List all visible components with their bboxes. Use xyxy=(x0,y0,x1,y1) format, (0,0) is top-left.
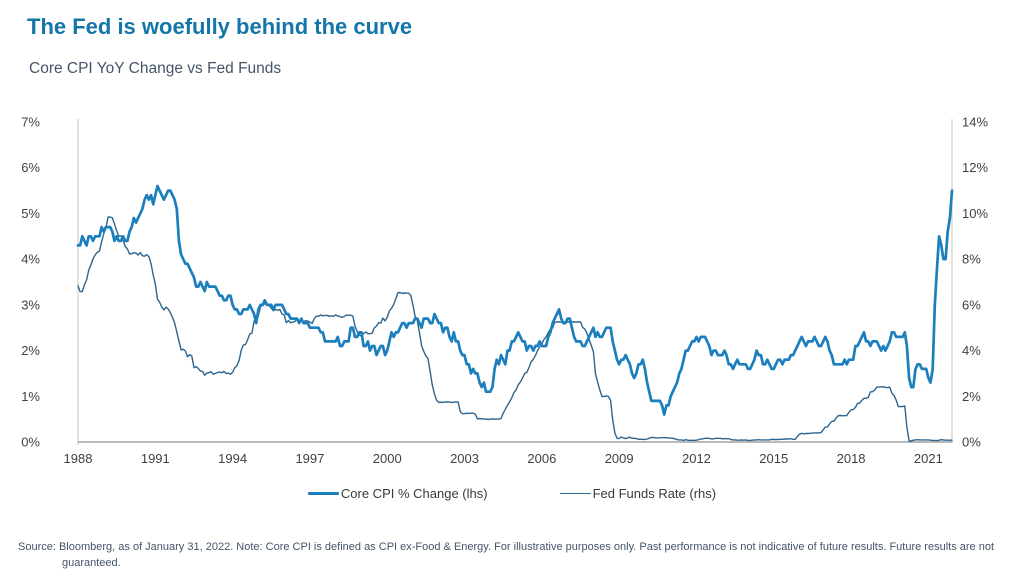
y-axis-right-tick-label: 6% xyxy=(962,297,981,312)
y-axis-right-tick-label: 4% xyxy=(962,343,981,358)
x-axis-tick-label: 1994 xyxy=(218,451,247,466)
legend-item-core-cpi: Core CPI % Change (lhs) xyxy=(307,486,488,501)
x-axis-tick-label: 2018 xyxy=(837,451,866,466)
y-axis-right-tick-label: 10% xyxy=(962,206,988,221)
fed-funds-line-swatch xyxy=(559,492,591,495)
legend-item-fed-funds: Fed Funds Rate (rhs) xyxy=(559,486,717,501)
x-axis-tick-label: 2006 xyxy=(527,451,556,466)
core-cpi-line-swatch xyxy=(307,492,339,495)
y-axis-right-tick-label: 8% xyxy=(962,252,981,267)
core-cpi-line xyxy=(76,184,954,416)
y-axis-left-tick-label: 3% xyxy=(21,297,40,312)
chart-legend: Core CPI % Change (lhs) Fed Funds Rate (… xyxy=(0,486,1024,501)
y-axis-left-tick-label: 4% xyxy=(21,252,40,267)
x-axis-tick-label: 2012 xyxy=(682,451,711,466)
y-axis-left-tick-label: 2% xyxy=(21,343,40,358)
x-axis-tick-label: 1988 xyxy=(64,451,93,466)
legend-label: Core CPI % Change (lhs) xyxy=(340,486,488,501)
fed-funds-line xyxy=(77,216,953,442)
legend-label: Fed Funds Rate (rhs) xyxy=(592,486,717,501)
chart-subtitle: Core CPI YoY Change vs Fed Funds xyxy=(29,60,282,77)
x-axis-tick-label: 1991 xyxy=(141,451,170,466)
y-axis-left-tick-label: 0% xyxy=(21,435,40,450)
x-axis-tick-label: 2003 xyxy=(450,451,479,466)
y-axis-left-tick-label: 6% xyxy=(21,160,40,175)
y-axis-right-tick-label: 2% xyxy=(962,389,981,404)
x-axis-tick-label: 2009 xyxy=(605,451,634,466)
y-axis-right-tick-label: 12% xyxy=(962,160,988,175)
x-axis-tick-label: 1997 xyxy=(295,451,324,466)
source-footnote: Source: Bloomberg, as of January 31, 202… xyxy=(18,541,995,569)
x-axis-tick-label: 2015 xyxy=(759,451,788,466)
y-axis-left-tick-label: 1% xyxy=(21,389,40,404)
y-axis-right-tick-label: 0% xyxy=(962,435,981,450)
x-axis-tick-label: 2021 xyxy=(914,451,943,466)
y-axis-left-tick-label: 7% xyxy=(21,115,40,130)
page-title: The Fed is woefully behind the curve xyxy=(27,14,413,39)
y-axis-left-tick-label: 5% xyxy=(21,206,40,221)
y-axis-right-tick-label: 14% xyxy=(962,115,988,130)
x-axis-tick-label: 2000 xyxy=(373,451,402,466)
